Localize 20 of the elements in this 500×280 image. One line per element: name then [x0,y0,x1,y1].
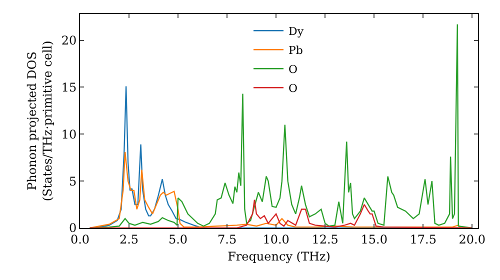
x-tick-label: 12.5 [312,232,338,246]
x-tick-label: 17.5 [410,232,436,246]
x-tick-label: 10.0 [262,232,290,246]
legend-label: Dy [288,24,304,38]
x-tick-label: 5.0 [168,232,188,246]
x-tick-label: 15.0 [360,232,388,246]
x-axis-title: Frequency (THz) [228,249,330,264]
line-series [89,199,473,228]
y-tick-label: 15 [61,80,77,94]
legend-label: O [288,82,298,95]
x-tick-label: 7.5 [217,232,237,246]
x-tick-label: 2.5 [119,232,139,246]
y-axis-title: Phonon projected DOS (States/THz·primitive cell) [25,40,55,202]
y-tick-label: 10 [61,127,77,142]
y-tick-label: 20 [61,33,77,48]
legend-label: Pb [288,44,303,57]
legend-label: O [288,62,298,76]
y-tick-label: 5 [68,174,77,188]
x-tick-label: 20.0 [458,232,486,246]
line-series [89,151,461,228]
